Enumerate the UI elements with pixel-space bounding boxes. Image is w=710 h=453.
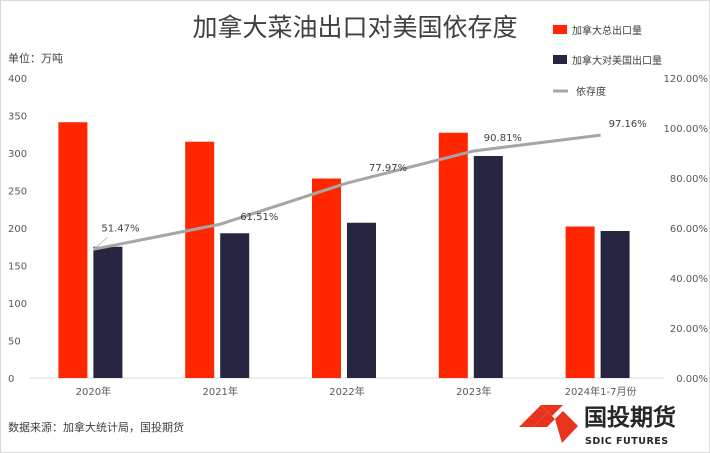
x-tick-label: 2020年: [76, 385, 111, 398]
y-axis-right: 0.00% 20.00% 40.00% 60.00% 80.00% 100.00% 120.…: [664, 74, 709, 385]
source-note: 数据来源：加拿大统计局，国投期货: [8, 420, 184, 434]
y-right-tick-label: 0.00%: [676, 374, 708, 385]
legend-label-dependency: 依存度: [576, 85, 606, 98]
bar-total-export: [565, 226, 595, 378]
y-right-tick-label: 20.00%: [670, 324, 708, 335]
bar-us-export: [473, 156, 503, 378]
bar-total-export: [185, 141, 215, 378]
data-label-leader: [93, 236, 108, 250]
y-right-tick-label: 120.00%: [664, 74, 709, 85]
dependency-data-label: 77.97%: [369, 163, 407, 174]
y-right-tick-label: 40.00%: [670, 274, 708, 285]
y-left-tick-label: 250: [8, 187, 27, 198]
dependency-line: [93, 133, 601, 251]
legend: 加拿大总出口量 加拿大对美国出口量 依存度: [553, 24, 662, 98]
dependency-data-label: 97.16%: [609, 119, 647, 130]
bar-total-export: [438, 132, 468, 378]
logo-mark-icon: [519, 405, 578, 443]
line-series-group: [93, 133, 601, 251]
bar-total-export: [312, 178, 341, 378]
bar-us-export: [220, 233, 250, 378]
logo: 国投期货 SDIC FUTURES: [519, 404, 676, 447]
line-labels-group: 51.47% 61.51% 77.97% 90.81% 97.16%: [93, 119, 647, 250]
logo-name-cn: 国投期货: [584, 404, 676, 431]
y-left-tick-label: 200: [8, 224, 27, 235]
dependency-data-label: 61.51%: [240, 212, 278, 223]
y-left-tick-label: 150: [8, 262, 27, 273]
y-left-tick-label: 0: [8, 374, 14, 385]
bar-us-export: [93, 246, 123, 378]
y-left-tick-label: 350: [8, 112, 27, 123]
bars-group: [58, 122, 630, 378]
y-left-tick-label: 100: [8, 299, 27, 310]
y-left-tick-label: 400: [8, 74, 27, 85]
x-tick-label: 2023年: [456, 385, 491, 398]
bar-us-export: [600, 231, 630, 378]
dependency-data-label: 51.47%: [101, 223, 139, 234]
x-tick-label: 2022年: [329, 385, 364, 398]
y-axis-left: 0 50 100 150 200 250 300 350 400: [8, 74, 27, 385]
y-right-tick-label: 100.00%: [664, 124, 709, 135]
chart-title: 加拿大菜油出口对美国依存度: [192, 13, 517, 42]
y-left-tick-label: 50: [8, 337, 21, 348]
dependency-data-label: 90.81%: [484, 133, 522, 144]
legend-label-us-export: 加拿大对美国出口量: [572, 54, 662, 67]
y-right-tick-label: 60.00%: [670, 224, 708, 235]
legend-swatch-us-export: [553, 55, 567, 64]
y-left-tick-label: 300: [8, 149, 27, 160]
x-tick-label: 2021年: [202, 385, 237, 398]
bar-total-export: [58, 122, 88, 378]
y-right-tick-label: 80.00%: [670, 174, 708, 185]
x-axis-labels: 2020年 2021年 2022年 2023年 2024年1-7月份: [76, 385, 637, 398]
bar-us-export: [347, 222, 376, 378]
legend-label-total-export: 加拿大总出口量: [572, 24, 642, 37]
legend-swatch-total-export: [553, 25, 567, 34]
unit-label: 单位：万吨: [8, 51, 63, 65]
logo-name-en: SDIC FUTURES: [585, 436, 669, 447]
x-tick-label: 2024年1-7月份: [565, 385, 637, 398]
